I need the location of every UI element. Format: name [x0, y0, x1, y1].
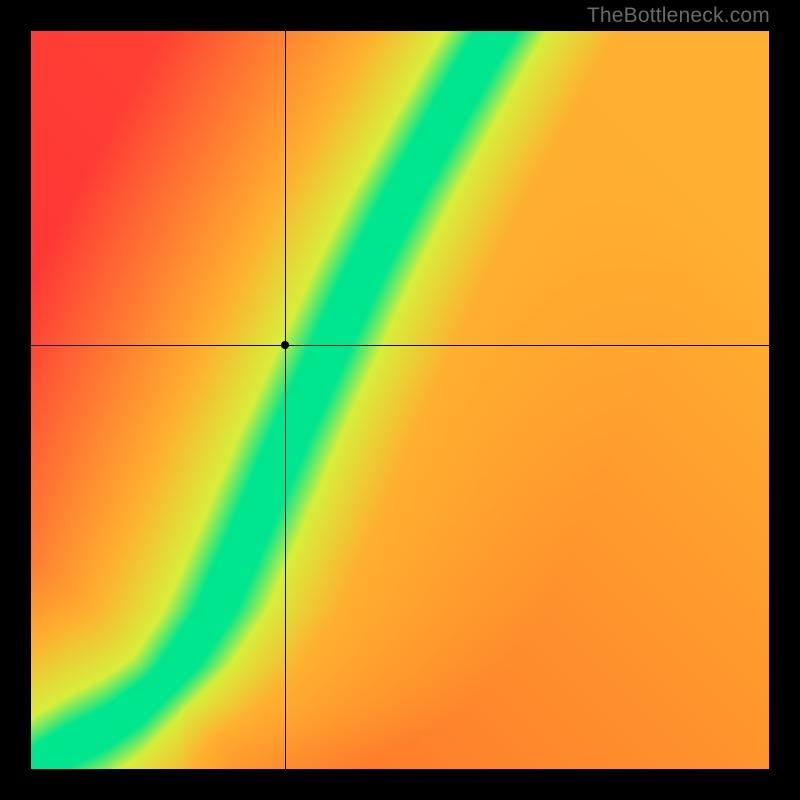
crosshair-vertical [285, 31, 286, 769]
crosshair-horizontal [31, 345, 769, 346]
heatmap-plot [31, 31, 769, 769]
watermark-text: TheBottleneck.com [587, 4, 770, 28]
crosshair-marker [281, 341, 289, 349]
heatmap-canvas [31, 31, 769, 769]
